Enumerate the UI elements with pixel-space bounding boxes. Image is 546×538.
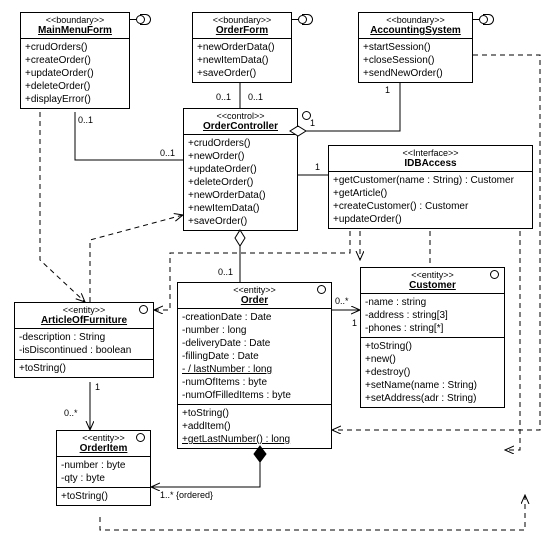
- boundary-half-icon: [483, 14, 494, 25]
- method: +getCustomer(name : String) : Customer: [333, 174, 528, 187]
- class-title: MainMenuForm: [25, 25, 125, 36]
- method: +getLastNumber() : long: [182, 433, 327, 446]
- class-orderform: <<boundary>> OrderForm +newOrderData() +…: [192, 12, 292, 83]
- class-accountingsystem: <<boundary>> AccountingSystem +startSess…: [358, 12, 473, 83]
- mult: 0..1: [218, 267, 233, 277]
- attr: -number : long: [182, 324, 327, 337]
- stereo: <<entity>>: [182, 285, 327, 295]
- class-customer: <<entity>> Customer -name : string -addr…: [360, 267, 505, 408]
- method: +updateOrder(): [188, 163, 293, 176]
- class-orderitem: <<entity>> OrderItem -number : byte -qty…: [56, 430, 151, 506]
- stereo: <<Interface>>: [333, 148, 528, 158]
- stereo: <<boundary>>: [197, 15, 287, 25]
- method: +updateOrder(): [333, 213, 528, 226]
- class-mainmenuform: <<boundary>> MainMenuForm +crudOrders() …: [20, 12, 130, 109]
- attr: -deliveryDate : Date: [182, 337, 327, 350]
- icon-stem: [129, 19, 136, 20]
- method: +saveOrder(): [197, 67, 287, 80]
- stereo: <<boundary>>: [25, 15, 125, 25]
- method: +newOrder(): [188, 150, 293, 163]
- boundary-half-icon: [140, 14, 151, 25]
- stereo: <<boundary>>: [363, 15, 468, 25]
- method: +updateOrder(): [25, 67, 125, 80]
- entity-icon: [317, 285, 326, 294]
- attr: -phones : string[*]: [365, 322, 500, 335]
- interface-idbaccess: <<Interface>> IDBAccess +getCustomer(nam…: [328, 145, 533, 229]
- attr: - / lastNumber : long: [182, 363, 327, 376]
- method: +closeSession(): [363, 54, 468, 67]
- attr: -fillingDate : Date: [182, 350, 327, 363]
- method: +addItem(): [182, 420, 327, 433]
- method: +setAddress(adr : String): [365, 392, 500, 405]
- method: +toString(): [19, 362, 149, 375]
- class-title: Customer: [365, 280, 500, 291]
- stereo: <<entity>>: [365, 270, 500, 280]
- method: +crudOrders(): [188, 137, 293, 150]
- attr: -address : string[3]: [365, 309, 500, 322]
- mult: 0..*: [64, 408, 78, 418]
- method: +createOrder(): [25, 54, 125, 67]
- mult: 0..*: [335, 296, 349, 306]
- mult: 1: [315, 162, 320, 172]
- class-title: ArticleOfFurniture: [19, 315, 149, 326]
- method: +saveOrder(): [188, 215, 293, 228]
- method: +newItemData(): [188, 202, 293, 215]
- class-title: OrderItem: [61, 443, 146, 454]
- entity-icon: [136, 433, 145, 442]
- class-title: AccountingSystem: [363, 25, 468, 36]
- method: +deleteOrder(): [188, 176, 293, 189]
- method: +sendNewOrder(): [363, 67, 468, 80]
- class-title: IDBAccess: [333, 158, 528, 169]
- boundary-half-icon: [302, 14, 313, 25]
- method: +newItemData(): [197, 54, 287, 67]
- attr: -description : String: [19, 331, 149, 344]
- stereo: <<entity>>: [61, 433, 146, 443]
- method: +newOrderData(): [197, 41, 287, 54]
- attr: -name : string: [365, 296, 500, 309]
- attr: -qty : byte: [61, 472, 146, 485]
- method: +getArticle(): [333, 187, 528, 200]
- method: +toString(): [61, 490, 146, 503]
- class-articleoffurniture: <<entity>> ArticleOfFurniture -descripti…: [14, 302, 154, 378]
- mult: 1: [352, 318, 357, 328]
- method: +displayError(): [25, 93, 125, 106]
- attr: -number : byte: [61, 459, 146, 472]
- mult: 1: [385, 85, 390, 95]
- attr: -numOfFilledItems : byte: [182, 389, 327, 402]
- icon-stem: [291, 19, 298, 20]
- method: +new(): [365, 353, 500, 366]
- stereo: <<entity>>: [19, 305, 149, 315]
- attr: -numOfItems : byte: [182, 376, 327, 389]
- class-ordercontroller: <<control>> OrderController +crudOrders(…: [183, 108, 298, 231]
- method: +newOrderData(): [188, 189, 293, 202]
- method: +destroy(): [365, 366, 500, 379]
- mult: 0..1: [78, 115, 93, 125]
- mult: 0..1: [160, 148, 175, 158]
- mult: 1..* {ordered}: [160, 490, 213, 500]
- class-title: OrderController: [188, 121, 293, 132]
- entity-icon: [139, 305, 148, 314]
- stereo: <<control>>: [188, 111, 293, 121]
- method: +createCustomer() : Customer: [333, 200, 528, 213]
- icon-stem: [472, 19, 479, 20]
- method: +toString(): [365, 340, 500, 353]
- entity-icon: [490, 270, 499, 279]
- class-title: OrderForm: [197, 25, 287, 36]
- method: +crudOrders(): [25, 41, 125, 54]
- mult: 0..1: [216, 92, 231, 102]
- method: +toString(): [182, 407, 327, 420]
- method: +deleteOrder(): [25, 80, 125, 93]
- class-order: <<entity>> Order -creationDate : Date -n…: [177, 282, 332, 449]
- attr: -creationDate : Date: [182, 311, 327, 324]
- mult: 1: [95, 382, 100, 392]
- method: +startSession(): [363, 41, 468, 54]
- method: +setName(name : String): [365, 379, 500, 392]
- class-title: Order: [182, 295, 327, 306]
- mult: 0..1: [248, 92, 263, 102]
- mult: 1: [310, 118, 315, 128]
- attr: -isDiscontinued : boolean: [19, 344, 149, 357]
